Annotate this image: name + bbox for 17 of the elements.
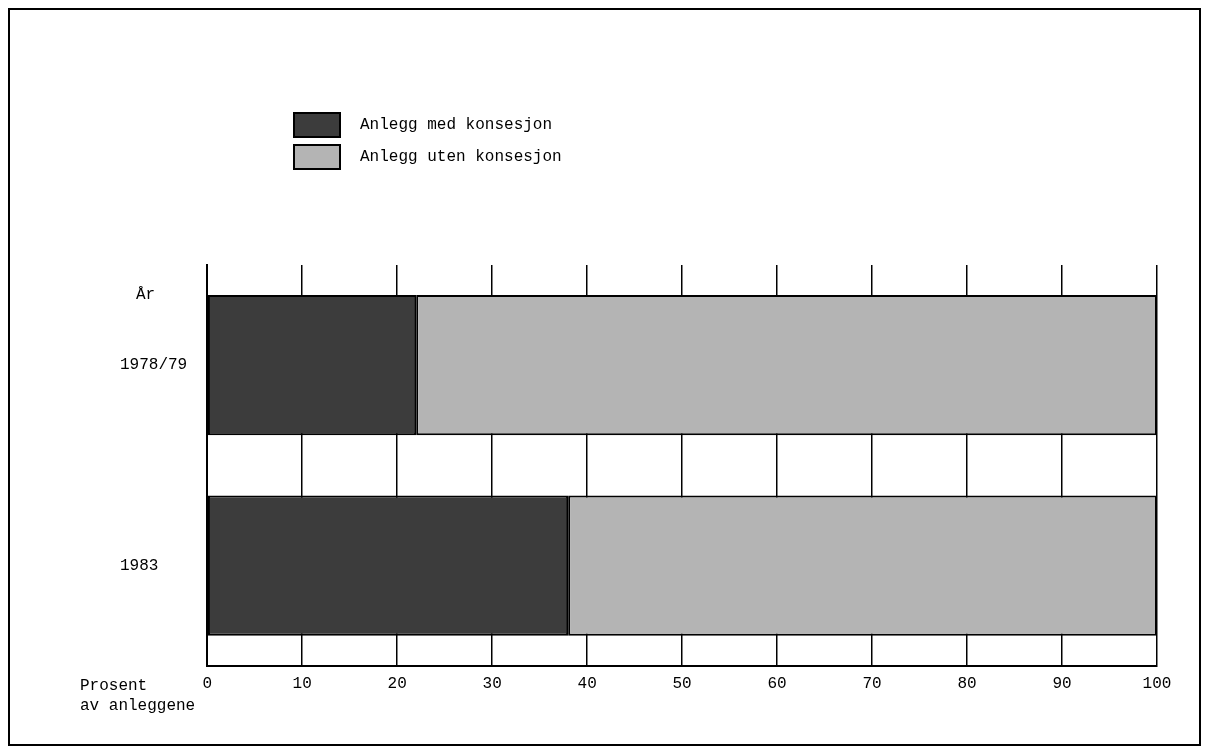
- y-tick-label: 1983: [120, 556, 159, 575]
- y-tick-label: 1978/79: [120, 356, 188, 375]
- x-tick-label: 60: [767, 674, 787, 693]
- x-tick-label: 70: [862, 674, 882, 693]
- x-tick-label: 90: [1052, 674, 1072, 693]
- x-tick-label: 30: [482, 674, 502, 693]
- x-tick-label: 40: [577, 674, 597, 693]
- x-axis-title: Prosent av anleggene: [80, 676, 196, 715]
- x-tick-label: 0: [202, 674, 213, 693]
- legend-label: Anlegg med konsesjon: [360, 116, 553, 135]
- y-axis-title: År: [136, 286, 156, 305]
- x-tick-label: 20: [387, 674, 407, 693]
- legend-label: Anlegg uten konsesjon: [360, 148, 562, 167]
- x-tick-label: 50: [672, 674, 692, 693]
- x-tick-label: 80: [957, 674, 977, 693]
- x-tick-label: 10: [292, 674, 312, 693]
- x-tick-label: 100: [1142, 674, 1172, 693]
